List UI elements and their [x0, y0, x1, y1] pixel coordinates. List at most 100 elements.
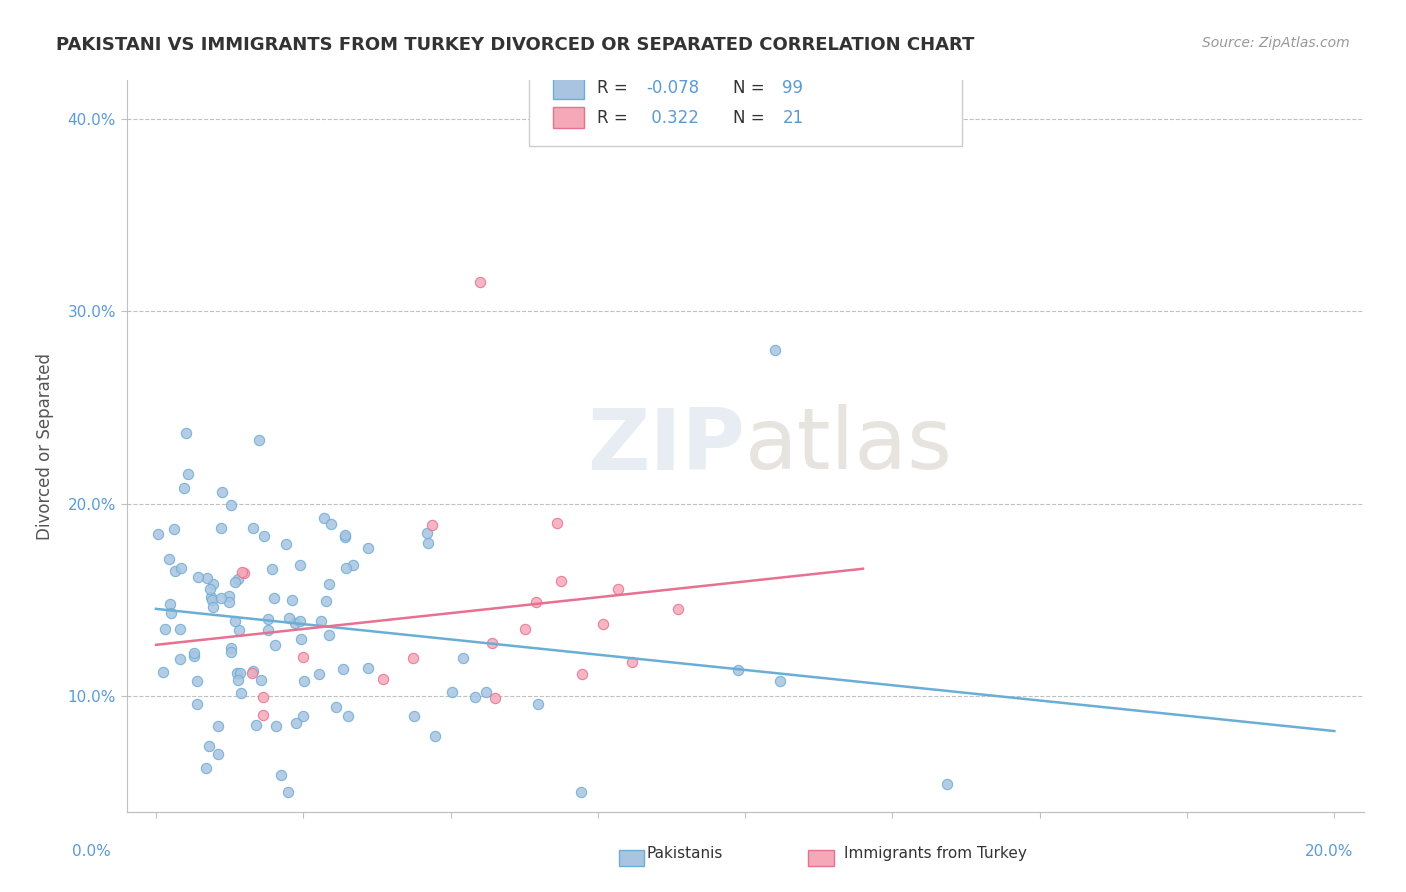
- Pakistanis: [325, 700, 347, 714]
- Immigrants from Turkey: [231, 565, 253, 579]
- Pakistanis: [163, 522, 186, 536]
- FancyBboxPatch shape: [808, 850, 834, 866]
- Pakistanis: [242, 664, 264, 678]
- FancyBboxPatch shape: [529, 66, 962, 146]
- Immigrants from Turkey: [571, 667, 593, 681]
- Text: 21: 21: [782, 109, 804, 127]
- Pakistanis: [157, 551, 180, 566]
- Pakistanis: [284, 716, 307, 731]
- Pakistanis: [224, 614, 246, 628]
- Pakistanis: [423, 729, 446, 743]
- Pakistanis: [260, 562, 283, 576]
- Pakistanis: [201, 593, 224, 607]
- Immigrants from Turkey: [252, 708, 274, 723]
- Pakistanis: [290, 632, 312, 646]
- Pakistanis: [169, 652, 191, 666]
- Text: R =: R =: [596, 109, 633, 127]
- Immigrants from Turkey: [526, 595, 548, 609]
- FancyBboxPatch shape: [619, 850, 644, 866]
- Pakistanis: [332, 662, 354, 676]
- Pakistanis: [247, 434, 270, 448]
- Pakistanis: [569, 785, 592, 799]
- Pakistanis: [769, 674, 792, 689]
- Pakistanis: [474, 685, 496, 699]
- Text: 0.322: 0.322: [647, 109, 699, 127]
- Text: Pakistanis: Pakistanis: [647, 847, 723, 861]
- Pakistanis: [315, 594, 337, 608]
- Immigrants from Turkey: [468, 276, 491, 290]
- Immigrants from Turkey: [420, 517, 443, 532]
- Pakistanis: [201, 600, 224, 615]
- Pakistanis: [159, 606, 181, 620]
- Pakistanis: [186, 697, 208, 711]
- Pakistanis: [195, 571, 218, 585]
- Pakistanis: [335, 561, 357, 575]
- Pakistanis: [174, 425, 197, 440]
- Pakistanis: [321, 516, 343, 531]
- Pakistanis: [187, 570, 209, 584]
- Pakistanis: [173, 481, 195, 495]
- Pakistanis: [277, 611, 299, 625]
- Text: Immigrants from Turkey: Immigrants from Turkey: [844, 847, 1026, 861]
- Pakistanis: [337, 708, 360, 723]
- Pakistanis: [291, 708, 314, 723]
- Pakistanis: [264, 719, 287, 733]
- Text: 0.0%: 0.0%: [72, 845, 111, 859]
- Pakistanis: [727, 663, 749, 677]
- Pakistanis: [242, 521, 264, 535]
- Pakistanis: [288, 558, 311, 572]
- Pakistanis: [198, 739, 221, 754]
- Text: Source: ZipAtlas.com: Source: ZipAtlas.com: [1202, 36, 1350, 50]
- Pakistanis: [170, 561, 193, 575]
- Pakistanis: [402, 709, 425, 723]
- Pakistanis: [148, 527, 170, 541]
- Pakistanis: [218, 590, 240, 604]
- Text: -0.078: -0.078: [647, 79, 699, 97]
- Pakistanis: [183, 646, 205, 660]
- Pakistanis: [200, 590, 222, 604]
- Pakistanis: [219, 640, 242, 655]
- Pakistanis: [209, 521, 232, 535]
- Pakistanis: [226, 572, 249, 586]
- Pakistanis: [311, 614, 333, 628]
- Pakistanis: [218, 595, 240, 609]
- Pakistanis: [256, 623, 278, 637]
- Pakistanis: [224, 575, 246, 590]
- Pakistanis: [229, 686, 252, 700]
- Immigrants from Turkey: [233, 566, 256, 580]
- Pakistanis: [936, 777, 959, 791]
- Immigrants from Turkey: [550, 574, 572, 588]
- Immigrants from Turkey: [666, 602, 689, 616]
- Immigrants from Turkey: [402, 651, 425, 665]
- Immigrants from Turkey: [621, 655, 644, 669]
- Pakistanis: [209, 591, 232, 606]
- Pakistanis: [441, 684, 464, 698]
- Immigrants from Turkey: [606, 582, 628, 597]
- Pakistanis: [290, 614, 312, 628]
- Pakistanis: [245, 718, 267, 732]
- Pakistanis: [335, 528, 357, 542]
- Pakistanis: [250, 673, 273, 687]
- Pakistanis: [357, 541, 380, 555]
- Pakistanis: [292, 673, 315, 688]
- Pakistanis: [314, 511, 336, 525]
- Text: PAKISTANI VS IMMIGRANTS FROM TURKEY DIVORCED OR SEPARATED CORRELATION CHART: PAKISTANI VS IMMIGRANTS FROM TURKEY DIVO…: [56, 36, 974, 54]
- Text: ZIP: ZIP: [588, 404, 745, 488]
- FancyBboxPatch shape: [554, 78, 585, 98]
- Pakistanis: [256, 612, 278, 626]
- Pakistanis: [281, 593, 304, 607]
- Pakistanis: [219, 645, 242, 659]
- Pakistanis: [207, 747, 229, 761]
- Pakistanis: [177, 467, 200, 481]
- Pakistanis: [416, 525, 439, 540]
- Pakistanis: [228, 624, 250, 638]
- Pakistanis: [277, 785, 299, 799]
- Pakistanis: [163, 564, 186, 578]
- Pakistanis: [357, 661, 380, 675]
- Pakistanis: [763, 343, 786, 357]
- Pakistanis: [194, 761, 217, 775]
- Immigrants from Turkey: [481, 636, 503, 650]
- Pakistanis: [263, 591, 285, 605]
- Pakistanis: [253, 529, 276, 543]
- Pakistanis: [211, 485, 233, 500]
